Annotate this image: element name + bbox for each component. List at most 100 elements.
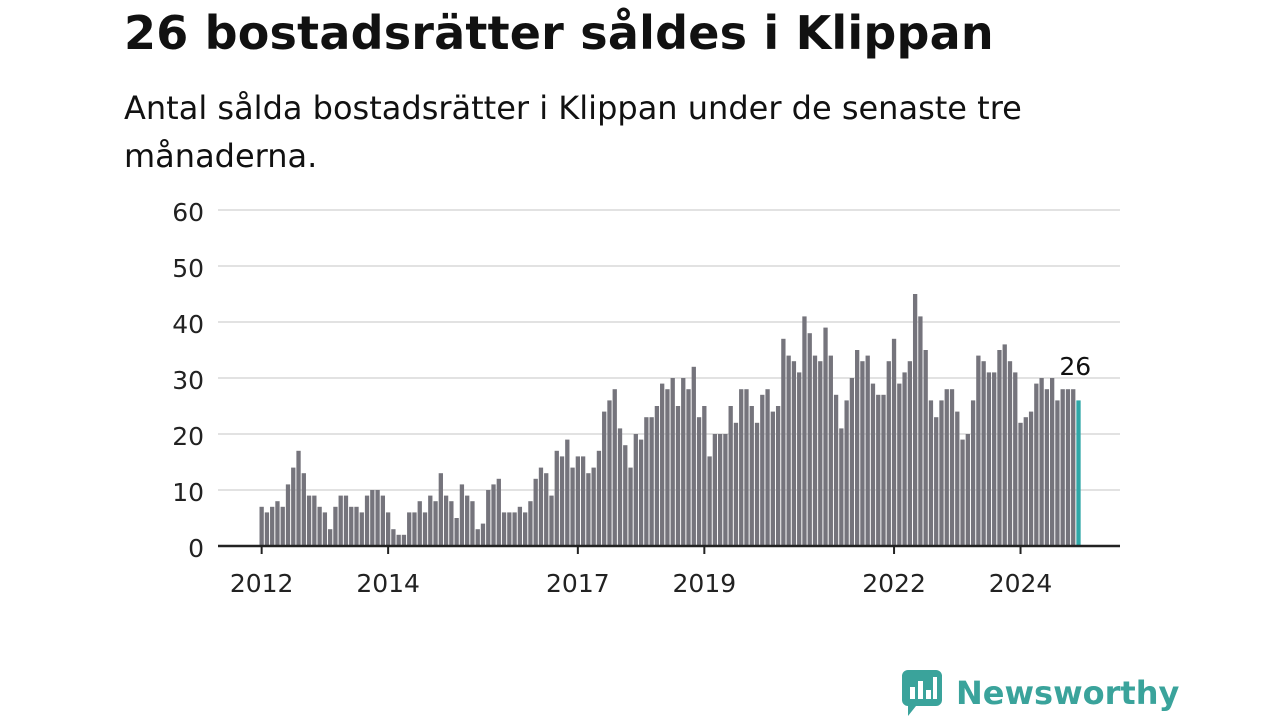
bar bbox=[1039, 378, 1044, 546]
bar bbox=[986, 372, 992, 546]
brand-logo: Newsworthy bbox=[902, 670, 1179, 716]
bar bbox=[301, 473, 306, 546]
bar bbox=[633, 434, 638, 546]
bar bbox=[992, 372, 997, 546]
bar bbox=[923, 350, 928, 546]
bar bbox=[828, 355, 833, 546]
bar bbox=[754, 422, 760, 546]
y-tick-label: 0 bbox=[188, 534, 204, 563]
bar bbox=[275, 501, 280, 546]
bar bbox=[765, 389, 770, 546]
bar bbox=[802, 316, 807, 546]
bar bbox=[496, 478, 501, 546]
bar bbox=[1065, 389, 1071, 546]
bar bbox=[544, 473, 549, 546]
bar bbox=[586, 473, 591, 546]
x-tick-label: 2012 bbox=[230, 569, 294, 598]
bar bbox=[407, 512, 412, 546]
bar bbox=[486, 490, 491, 546]
bar bbox=[944, 389, 949, 546]
bar bbox=[596, 450, 602, 546]
bar bbox=[475, 529, 480, 546]
bar bbox=[338, 495, 343, 546]
bar bbox=[470, 501, 475, 546]
bar bbox=[670, 378, 675, 546]
bar bbox=[264, 512, 270, 546]
bar bbox=[907, 361, 913, 546]
bar bbox=[812, 355, 818, 546]
bar bbox=[343, 495, 349, 546]
bar bbox=[665, 389, 670, 546]
chart-subtitle: Antal sålda bostadsrätter i Klippan unde… bbox=[124, 89, 1022, 175]
bar bbox=[507, 512, 512, 546]
y-tick-label: 30 bbox=[172, 366, 204, 395]
y-axis-ticks: 0 10 20 30 40 50 60 bbox=[172, 198, 204, 563]
bar bbox=[723, 434, 728, 546]
bar bbox=[1044, 389, 1050, 546]
bars bbox=[259, 294, 1081, 546]
bar bbox=[1007, 361, 1013, 546]
bar bbox=[385, 512, 391, 546]
brand-name: Newsworthy bbox=[956, 674, 1180, 712]
bar bbox=[1060, 389, 1065, 546]
bar bbox=[833, 394, 839, 546]
bar bbox=[1034, 383, 1039, 546]
bar bbox=[775, 406, 781, 546]
bar bbox=[786, 355, 791, 546]
bar bbox=[559, 456, 565, 546]
bar bbox=[396, 534, 401, 546]
bar bbox=[902, 372, 907, 546]
bar bbox=[865, 355, 870, 546]
bar bbox=[644, 417, 649, 546]
bar bbox=[696, 417, 702, 546]
bar bbox=[575, 456, 580, 546]
bar bbox=[844, 400, 849, 546]
bar bbox=[512, 512, 517, 546]
bar bbox=[259, 506, 264, 546]
bar bbox=[549, 495, 554, 546]
bar bbox=[285, 484, 291, 546]
y-tick-label: 50 bbox=[172, 254, 204, 283]
bar bbox=[960, 439, 965, 546]
bar bbox=[744, 389, 749, 546]
bar bbox=[317, 506, 322, 546]
bar bbox=[449, 501, 454, 546]
bar bbox=[981, 361, 986, 546]
x-tick-label: 2024 bbox=[989, 569, 1053, 598]
bar bbox=[881, 394, 886, 546]
bar bbox=[433, 501, 438, 546]
bar bbox=[401, 534, 407, 546]
bar bbox=[480, 523, 486, 546]
bar bbox=[939, 400, 944, 546]
bar bbox=[359, 512, 364, 546]
bar bbox=[296, 450, 301, 546]
bar bbox=[912, 294, 918, 546]
bar bbox=[454, 518, 459, 546]
bar bbox=[681, 378, 686, 546]
bar bbox=[855, 350, 860, 546]
bar bbox=[654, 406, 660, 546]
y-tick-label: 40 bbox=[172, 310, 204, 339]
bar bbox=[375, 490, 380, 546]
bar bbox=[428, 495, 433, 546]
x-tick-label: 2017 bbox=[546, 569, 610, 598]
bar bbox=[533, 478, 538, 546]
bar bbox=[328, 529, 333, 546]
bar bbox=[422, 512, 428, 546]
bar bbox=[660, 383, 665, 546]
bar bbox=[1028, 411, 1034, 546]
bar bbox=[791, 361, 797, 546]
bar bbox=[1023, 417, 1028, 546]
bar bbox=[1002, 344, 1007, 546]
bar bbox=[349, 506, 354, 546]
bar bbox=[312, 495, 317, 546]
bar bbox=[886, 361, 891, 546]
bar bbox=[459, 484, 465, 546]
bar bbox=[839, 428, 844, 546]
bar bbox=[438, 473, 443, 546]
bar bbox=[528, 501, 533, 546]
bar bbox=[1018, 422, 1023, 546]
y-tick-label: 20 bbox=[172, 422, 204, 451]
newsworthy-logo-icon bbox=[902, 670, 942, 716]
x-tick-label: 2022 bbox=[862, 569, 926, 598]
